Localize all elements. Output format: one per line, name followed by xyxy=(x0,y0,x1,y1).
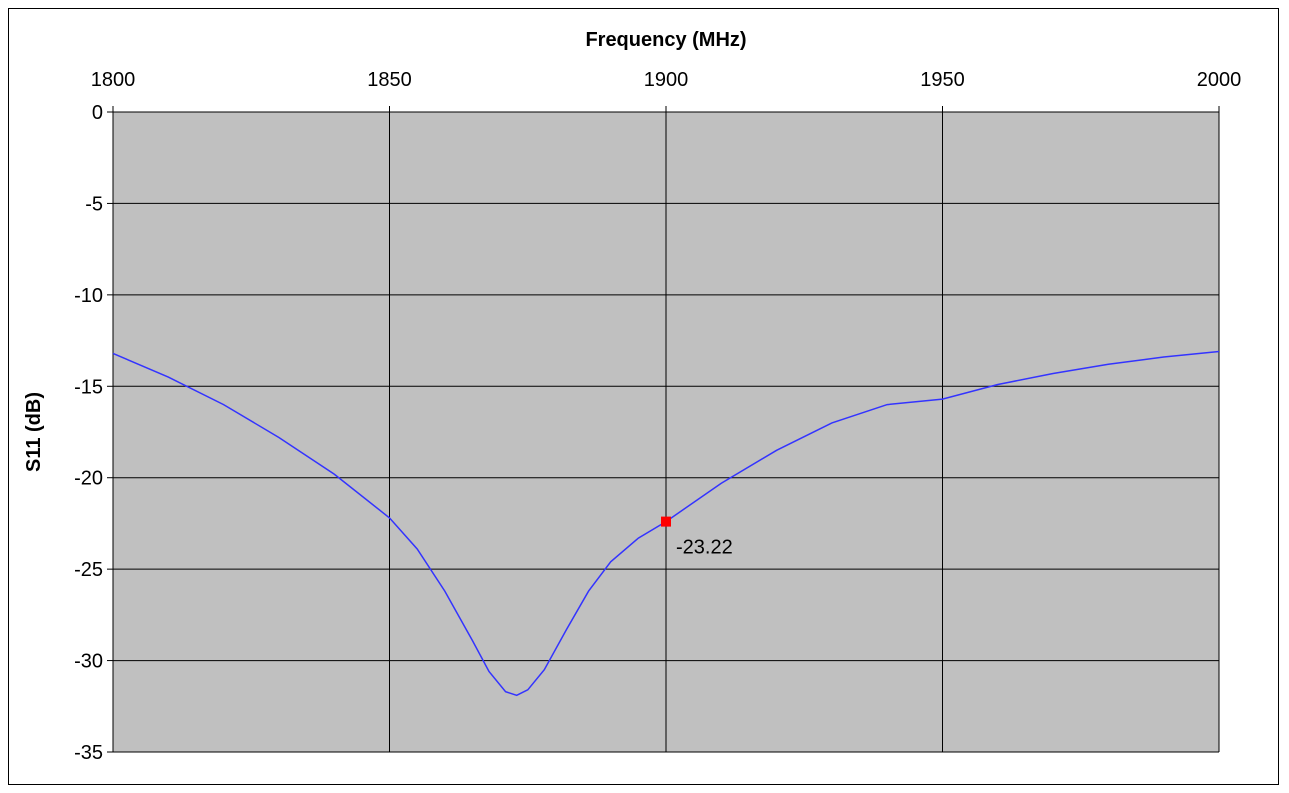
x-tick-label: 1950 xyxy=(920,69,965,91)
x-axis-title: Frequency (MHz) xyxy=(585,29,746,51)
tick-marks xyxy=(107,106,1220,753)
y-tick-label: -35 xyxy=(74,742,103,764)
marker-point xyxy=(661,516,671,527)
x-tick-label: 1850 xyxy=(367,69,412,91)
y-tick-label: -30 xyxy=(74,651,103,673)
y-tick-labels: 0 -5 -10 -15 -20 -25 -30 -35 xyxy=(74,102,103,764)
marker-data-label: -23.22 xyxy=(676,537,733,559)
x-tick-labels: 1800 1850 1900 1950 2000 xyxy=(91,69,1242,91)
x-tick-label: 1800 xyxy=(91,69,136,91)
y-tick-label: -5 xyxy=(85,193,103,215)
y-tick-label: -20 xyxy=(74,468,103,490)
y-tick-label: -25 xyxy=(74,559,103,581)
s11-series-line xyxy=(112,350,1220,697)
y-axis-title: S11 (dB) xyxy=(23,392,45,472)
x-tick-label: 1900 xyxy=(644,69,689,91)
y-tick-label: -15 xyxy=(74,376,103,398)
y-tick-label: -10 xyxy=(74,285,103,307)
x-tick-label: 2000 xyxy=(1197,69,1242,91)
y-tick-label: 0 xyxy=(92,102,103,124)
